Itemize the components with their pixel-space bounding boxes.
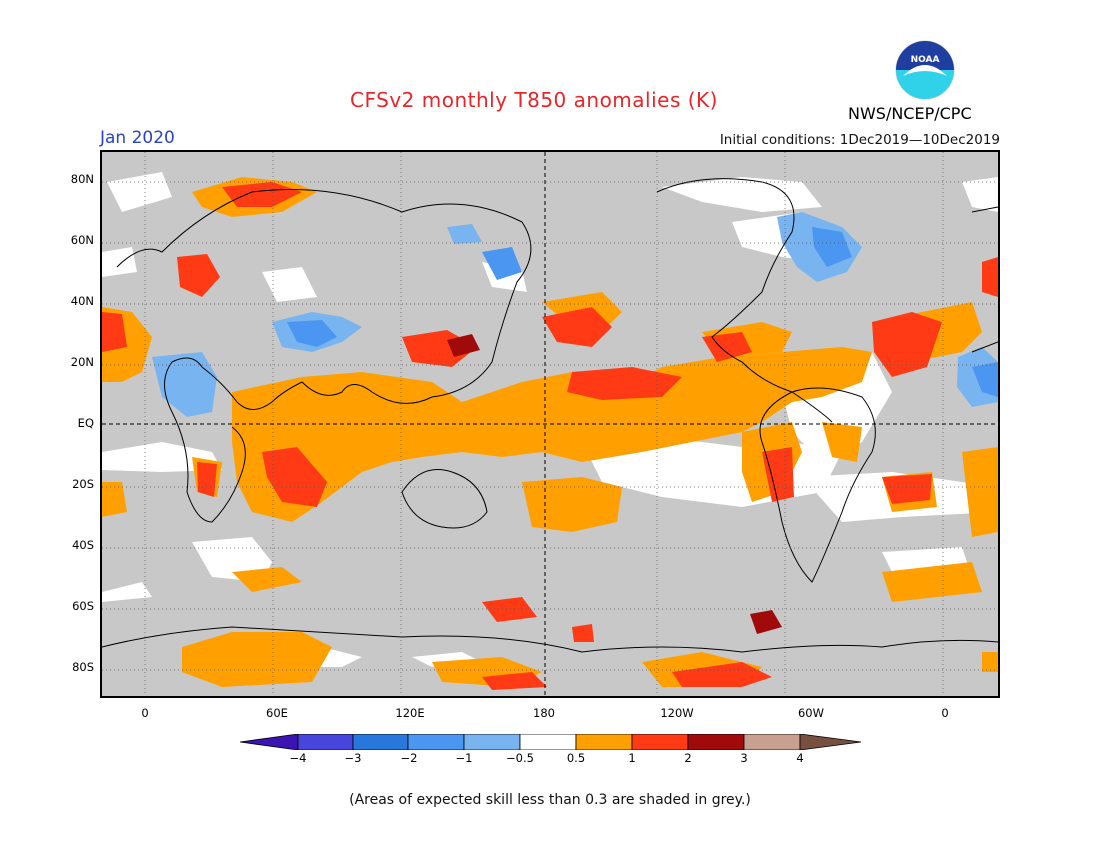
colorbar-label: −4 [289, 751, 307, 765]
colorbar-label: 3 [740, 751, 748, 765]
y-tick-label: 60N [70, 233, 94, 247]
blue-areas [287, 227, 998, 397]
dark-red-areas [447, 334, 782, 634]
map-title: CFSv2 monthly T850 anomalies (K) [350, 88, 718, 112]
colorbar-swatch [575, 734, 633, 750]
colorbar-swatch [463, 734, 521, 750]
logo-text: NOAA [911, 55, 940, 65]
y-tick-label: 20S [72, 477, 94, 491]
x-tick-label: 180 [533, 706, 555, 720]
y-tick-label: 40S [72, 538, 94, 552]
colorbar-swatch [799, 734, 862, 750]
y-tick-label: 80N [70, 172, 94, 186]
y-tick-label: 20N [70, 355, 94, 369]
y-tick-label: 80S [72, 660, 94, 674]
x-tick-label: 0 [141, 706, 149, 720]
colorbar-swatch [743, 734, 801, 750]
x-tick-label: 120W [660, 706, 694, 720]
coastlines [102, 178, 998, 653]
red-areas [102, 182, 998, 690]
colorbar-label: 4 [796, 751, 804, 765]
x-tick-label: 0 [941, 706, 949, 720]
colorbar [240, 734, 862, 750]
valid-month: Jan 2020 [100, 128, 175, 148]
x-tick-label: 60E [266, 706, 288, 720]
colorbar-label: 2 [684, 751, 692, 765]
footnote: (Areas of expected skill less than 0.3 a… [349, 792, 751, 808]
y-tick-label: 60S [72, 599, 94, 613]
initial-conditions: Initial conditions: 1Dec2019—10Dec2019 [719, 132, 1000, 148]
y-tick-label: 40N [70, 294, 94, 308]
x-tick-label: 120E [395, 706, 425, 720]
agency-label: NWS/NCEP/CPC [848, 104, 972, 123]
reference-lines [102, 152, 998, 696]
x-tick-label: 60W [797, 706, 824, 720]
y-tick-label: EQ [77, 416, 94, 430]
colorbar-swatch [407, 734, 465, 750]
colorbar-label: −0.5 [506, 751, 534, 765]
colorbar-label: −3 [344, 751, 362, 765]
map-canvas [102, 152, 998, 696]
colorbar-label: −2 [400, 751, 418, 765]
anomaly-map [100, 150, 1000, 698]
noaa-logo: NOAA [895, 40, 955, 100]
colorbar-label: 1 [628, 751, 636, 765]
colorbar-swatch [240, 734, 299, 750]
colorbar-swatch [519, 734, 577, 750]
colorbar-swatch [352, 734, 409, 750]
colorbar-label: −1 [455, 751, 473, 765]
colorbar-swatch [687, 734, 745, 750]
colorbar-swatch [631, 734, 689, 750]
colorbar-swatch [297, 734, 354, 750]
colorbar-label: 0.5 [566, 751, 586, 765]
